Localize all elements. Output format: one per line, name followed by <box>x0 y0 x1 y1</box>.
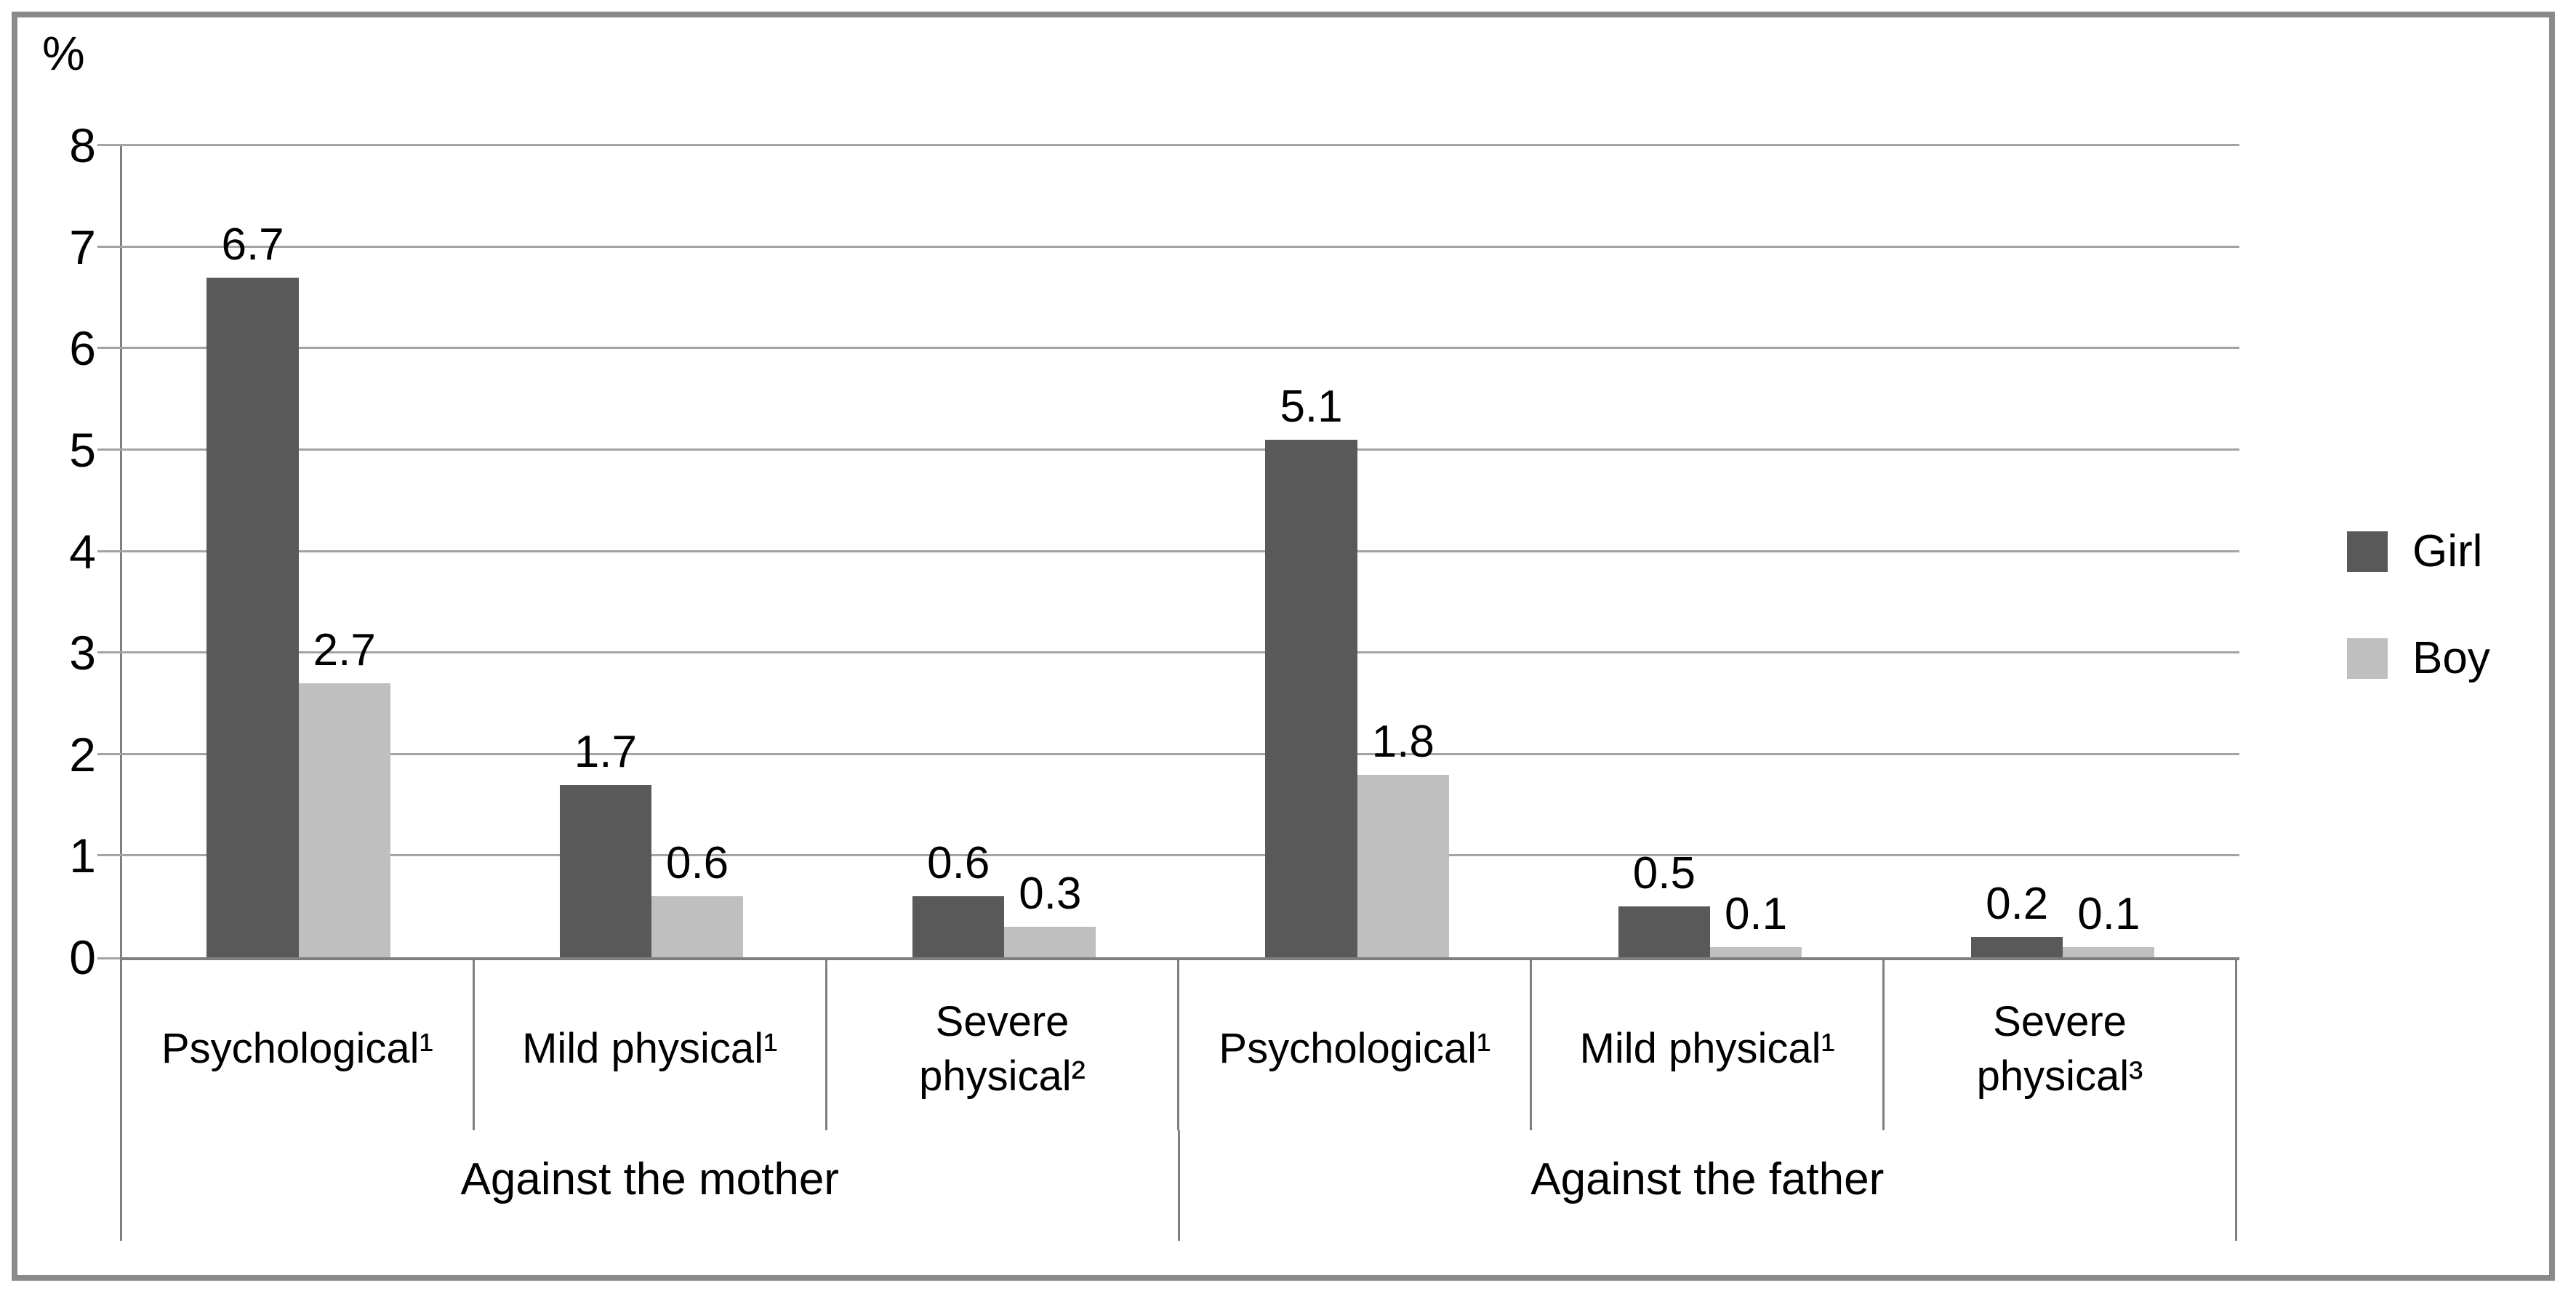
gridline-7 <box>97 245 2239 248</box>
ytick-label-3: 3 <box>69 626 96 680</box>
gridline-3 <box>97 651 2239 654</box>
gridline-2 <box>97 752 2239 755</box>
gridline-5 <box>97 448 2239 451</box>
bar-value-label: 1.8 <box>1371 716 1435 767</box>
legend-entry-boy: Boy <box>2347 636 2490 681</box>
ytick-label-4: 4 <box>69 524 96 579</box>
bar-value-label: 0.6 <box>927 838 990 889</box>
bar-value-label: 1.7 <box>574 726 637 777</box>
y-axis-tick-labels: 0 1 2 3 4 5 6 7 8 <box>15 118 96 984</box>
legend-swatch-boy <box>2347 638 2388 679</box>
bar-group-0-1: 1.7 0.6 <box>475 145 827 957</box>
bar-boy-1-0: 1.8 <box>1357 719 1449 957</box>
category-label-0-0: Psychological¹ <box>120 957 475 1130</box>
group-label-0: Against the mother <box>120 1130 1180 1241</box>
bar-group-0-0: 6.7 2.7 <box>122 145 475 957</box>
bar-series-area: 6.7 2.7 1.7 0.6 0.6 0.3 5.1 1.8 0.5 0.1 0.2 0.1 <box>122 145 2239 957</box>
bar-value-label: 5.1 <box>1280 381 1343 432</box>
bar-value-label: 0.5 <box>1632 848 1696 899</box>
bar-group-1-2: 0.2 0.1 <box>1887 145 2239 957</box>
bar-value-label: 0.1 <box>1724 889 1788 940</box>
plot-area: 6.7 2.7 1.7 0.6 0.6 0.3 5.1 1.8 0.5 0.1 0.2 0.1 <box>97 144 2239 960</box>
category-label-1-0: Psychological¹ <box>1179 957 1533 1130</box>
gridline-4 <box>97 550 2239 552</box>
gridline-8 <box>97 144 2239 146</box>
bar-group-1-0: 5.1 1.8 <box>1181 145 1533 957</box>
group-axis-row: Against the mother Against the father <box>120 1130 2237 1241</box>
bar-value-label: 6.7 <box>221 219 284 270</box>
bar-girl-1-1: 0.5 <box>1618 851 1710 957</box>
gridline-6 <box>97 347 2239 350</box>
bar-girl-1-2: 0.2 <box>1971 882 2063 957</box>
bar-value-label: 0.1 <box>2077 889 2140 940</box>
ytick-label-0: 0 <box>69 930 96 984</box>
bar-group-1-1: 0.5 0.1 <box>1533 145 1886 957</box>
ytick-label-7: 7 <box>69 220 96 274</box>
gridline-0-tick <box>97 957 122 959</box>
bar-girl-0-2: 0.6 <box>912 841 1005 957</box>
category-label-1-2: Severe physical³ <box>1885 957 2237 1130</box>
legend-swatch-girl <box>2347 531 2388 572</box>
bar-boy-1-1: 0.1 <box>1709 892 1802 957</box>
bar-value-label: 2.7 <box>313 625 376 676</box>
bar-value-label: 0.6 <box>665 838 729 889</box>
bar-girl-1-0: 5.1 <box>1265 384 1357 957</box>
bar-girl-0-0: 6.7 <box>206 222 299 957</box>
gridline-1 <box>97 854 2239 857</box>
chart-frame <box>12 12 2555 1281</box>
legend-entry-girl: Girl <box>2347 529 2490 574</box>
ytick-label-1: 1 <box>69 829 96 883</box>
bar-value-label: 0.2 <box>1986 879 2049 930</box>
ytick-label-8: 8 <box>69 118 96 172</box>
bar-boy-0-0: 2.7 <box>298 628 390 957</box>
ytick-label-2: 2 <box>69 727 96 781</box>
group-label-1: Against the father <box>1180 1130 2237 1241</box>
bar-group-0-2: 0.6 0.3 <box>828 145 1181 957</box>
bar-boy-0-2: 0.3 <box>1004 872 1096 957</box>
legend: Girl Boy <box>2347 529 2490 743</box>
category-label-1-1: Mild physical¹ <box>1532 957 1885 1130</box>
bar-boy-1-2: 0.1 <box>2063 892 2155 957</box>
bar-value-label: 0.3 <box>1019 869 1082 919</box>
bar-girl-0-1: 1.7 <box>559 729 651 957</box>
legend-label-girl: Girl <box>2412 526 2483 576</box>
legend-label-boy: Boy <box>2412 633 2490 683</box>
bar-boy-0-1: 0.6 <box>651 841 744 957</box>
category-label-0-1: Mild physical¹ <box>475 957 827 1130</box>
y-axis-unit-label: % <box>42 26 85 80</box>
category-axis-row: Psychological¹ Mild physical¹ Severe physi… <box>120 957 2237 1130</box>
category-label-0-2: Severe physical² <box>827 957 1180 1130</box>
ytick-label-6: 6 <box>69 321 96 376</box>
ytick-label-5: 5 <box>69 422 96 477</box>
